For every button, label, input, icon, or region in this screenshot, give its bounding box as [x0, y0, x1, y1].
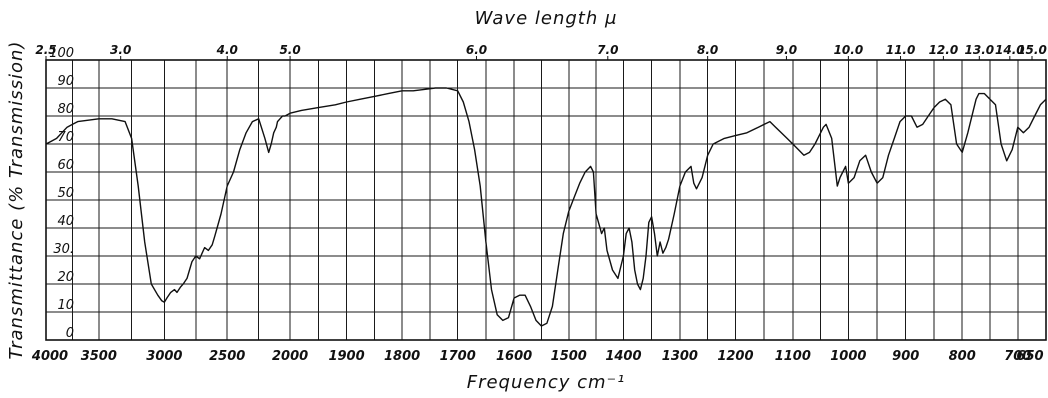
transmittance-tick-label: 10 — [57, 298, 74, 313]
frequency-tick-label: 1600 — [496, 349, 532, 364]
transmittance-tick-label: 40 — [57, 214, 74, 229]
wavelength-tick-label: 7.0 — [597, 43, 618, 57]
frequency-tick-label: 1400 — [605, 349, 641, 364]
transmittance-tick-label: 70 — [57, 130, 74, 145]
frequency-tick-label: 1700 — [440, 349, 476, 364]
wavelength-tick-label: 11.0 — [886, 43, 916, 57]
frequency-tick-label: 4000 — [31, 349, 68, 364]
transmittance-tick-label: 0 — [66, 326, 74, 341]
wavelength-tick-label: 14.0 — [995, 43, 1025, 57]
frequency-tick-label: 700 — [1004, 349, 1031, 364]
wavelength-tick-label: 6.0 — [466, 43, 487, 57]
frequency-tick-label: 2500 — [209, 349, 245, 364]
frequency-axis-title: Frequency cm⁻¹ — [467, 372, 626, 393]
transmittance-tick-label: 60 — [57, 158, 74, 173]
transmittance-tick-label: 80 — [57, 102, 74, 117]
grid-lines — [45, 59, 1047, 341]
transmittance-axis-title: Transmittance (% Transmission) — [6, 41, 27, 360]
transmittance-tick-label: 20 — [57, 270, 74, 285]
wavelength-tick-label: 10.0 — [834, 43, 864, 57]
frequency-tick-label: 650 — [1016, 349, 1043, 364]
transmittance-tick-label: 30. — [53, 242, 74, 257]
wavelength-axis-ticks: 2.5 3.0 4.0 5.0 6.0 7.0 8.0 9.0 10.0 11.0 12.0 13.0… — [35, 43, 1047, 60]
wavelength-tick-label: 15.0 — [1017, 43, 1047, 57]
plot-frame — [45, 59, 1047, 341]
wavelength-tick-label: 13.0 — [965, 43, 995, 57]
frequency-tick-label: 3000 — [146, 349, 182, 364]
wavelength-tick-label: 3.0 — [110, 43, 131, 57]
frequency-tick-label: 2000 — [272, 349, 308, 364]
frequency-tick-label: 1000 — [830, 349, 866, 364]
wavelength-tick-label: 4.0 — [216, 43, 238, 57]
wavelength-tick-label: 9.0 — [776, 43, 797, 57]
transmittance-tick-label: 50 — [57, 186, 74, 201]
frequency-tick-label: 1500 — [551, 349, 587, 364]
transmittance-trace — [45, 87, 1047, 327]
spectrum-series — [45, 87, 1047, 327]
frequency-tick-label: 1100 — [775, 349, 811, 364]
frequency-tick-label: 1200 — [717, 349, 753, 364]
transmittance-tick-label: 90 — [57, 74, 74, 89]
wavelength-tick-label: 12.0 — [929, 43, 959, 57]
transmittance-tick-label: 100 — [49, 46, 74, 61]
wavelength-tick-label: 2.5 — [35, 43, 56, 57]
transmittance-axis-ticks: 0 10 20 30. 40 50 60 70 80 90 100 — [49, 46, 74, 341]
wavelength-axis-title: Wave length μ — [475, 8, 618, 29]
frequency-tick-label: 900 — [892, 349, 919, 364]
frequency-axis-ticks: 4000 3500 3000 2500 2000 1900 1800 1700 1600 1500… — [31, 349, 1044, 364]
frequency-tick-label: 800 — [949, 349, 976, 364]
frequency-tick-label: 1300 — [662, 349, 698, 364]
wavelength-tick-label: 8.0 — [697, 43, 718, 57]
frequency-tick-label: 3500 — [81, 349, 117, 364]
wavelength-tick-label: 5.0 — [279, 43, 300, 57]
frequency-tick-label: 1900 — [328, 349, 364, 364]
frequency-tick-label: 1800 — [384, 349, 420, 364]
